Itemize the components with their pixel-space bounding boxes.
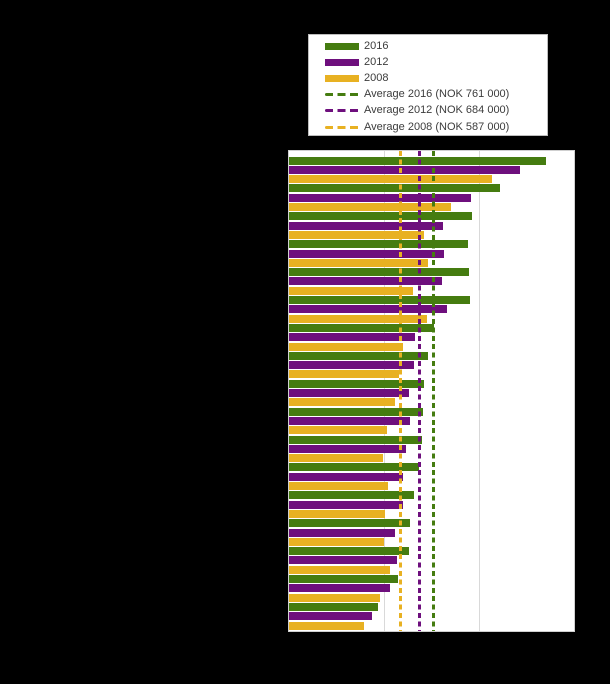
bar-row12-2008 bbox=[289, 482, 389, 490]
bar-row7-2008 bbox=[289, 342, 404, 351]
average-line-avg-2012 bbox=[417, 151, 421, 631]
average-line-avg-2016 bbox=[432, 151, 436, 631]
bar-row13-2012 bbox=[289, 500, 404, 509]
bar-row4-2008 bbox=[289, 258, 428, 267]
bar-row16-2012 bbox=[289, 584, 390, 593]
bar-row6-2016 bbox=[289, 296, 470, 304]
bar-row8-2008 bbox=[289, 370, 400, 379]
bar-row13-2016 bbox=[289, 491, 415, 500]
bar-row17-2016 bbox=[289, 602, 378, 611]
bar-row5-2008 bbox=[289, 286, 413, 295]
bar-row3-2008 bbox=[289, 230, 424, 239]
bar-row14-2008 bbox=[289, 537, 385, 546]
legend-item-avg-2012[interactable]: Average 2012 (NOK 684 000) bbox=[325, 103, 547, 119]
bar-row1-2012 bbox=[289, 165, 520, 174]
bar-row7-2016 bbox=[289, 323, 435, 332]
legend-label: Average 2016 (NOK 761 000) bbox=[364, 88, 510, 101]
series-swatch-icon bbox=[325, 42, 359, 50]
dashed-line-swatch-icon bbox=[325, 93, 359, 97]
legend-item-avg-2016[interactable]: Average 2016 (NOK 761 000) bbox=[325, 87, 547, 103]
bar-row1-2016 bbox=[289, 156, 546, 165]
bar-row2-2012 bbox=[289, 193, 471, 202]
legend-label: 2008 bbox=[364, 71, 389, 84]
bar-row15-2008 bbox=[289, 565, 390, 574]
bar-row9-2012 bbox=[289, 389, 410, 397]
dashed-line-swatch-icon bbox=[325, 109, 359, 113]
plot-inner bbox=[289, 151, 574, 631]
bar-row9-2008 bbox=[289, 398, 395, 407]
bar-row11-2016 bbox=[289, 435, 422, 444]
average-line-avg-2008 bbox=[399, 151, 402, 631]
bar-row2-2008 bbox=[289, 203, 452, 211]
bar-row17-2012 bbox=[289, 612, 372, 621]
bar-row6-2012 bbox=[289, 305, 447, 314]
bar-row10-2008 bbox=[289, 426, 388, 435]
bar-row8-2016 bbox=[289, 351, 429, 360]
bar-row4-2012 bbox=[289, 249, 444, 258]
bar-row14-2012 bbox=[289, 528, 395, 537]
dashed-line-swatch-icon bbox=[325, 125, 359, 129]
bar-row15-2012 bbox=[289, 556, 398, 565]
bar-row14-2016 bbox=[289, 519, 410, 528]
series-swatch-icon bbox=[325, 58, 359, 66]
bar-row16-2008 bbox=[289, 593, 381, 602]
legend: 2016 2012 2008 Average 2016 (NOK 761 000) Av… bbox=[308, 34, 548, 136]
bar-row3-2016 bbox=[289, 212, 472, 221]
bar-row8-2012 bbox=[289, 361, 415, 370]
bar-row5-2012 bbox=[289, 277, 442, 286]
series-swatch-icon bbox=[325, 74, 359, 82]
bar-row11-2012 bbox=[289, 444, 407, 453]
legend-label: Average 2012 (NOK 684 000) bbox=[364, 104, 510, 117]
plot-area bbox=[288, 150, 575, 632]
bar-row6-2008 bbox=[289, 314, 428, 323]
legend-item-2008[interactable]: 2008 bbox=[325, 70, 547, 86]
legend-label: 2012 bbox=[364, 55, 389, 68]
bar-row17-2008 bbox=[289, 621, 365, 630]
bar-row4-2016 bbox=[289, 240, 469, 249]
legend-item-avg-2008[interactable]: Average 2008 (NOK 587 000) bbox=[325, 119, 547, 135]
bar-row15-2016 bbox=[289, 547, 410, 556]
bar-row9-2016 bbox=[289, 379, 424, 388]
bar-row10-2016 bbox=[289, 407, 423, 416]
bar-row2-2016 bbox=[289, 184, 501, 193]
bar-row12-2016 bbox=[289, 463, 420, 472]
bar-row5-2016 bbox=[289, 268, 469, 277]
bar-row10-2012 bbox=[289, 416, 411, 425]
legend-label: 2016 bbox=[364, 39, 389, 52]
bar-row1-2008 bbox=[289, 175, 493, 184]
legend-rows: 2016 2012 2008 Average 2016 (NOK 761 000) Av… bbox=[325, 38, 547, 135]
bar-row16-2016 bbox=[289, 575, 399, 583]
bar-row7-2012 bbox=[289, 333, 415, 342]
legend-item-2012[interactable]: 2012 bbox=[325, 54, 547, 70]
bar-row11-2008 bbox=[289, 454, 384, 463]
bar-row12-2012 bbox=[289, 472, 404, 481]
bar-row13-2008 bbox=[289, 509, 386, 518]
bar-row3-2012 bbox=[289, 221, 443, 230]
legend-label: Average 2008 (NOK 587 000) bbox=[364, 120, 510, 133]
gridline-1000000 bbox=[479, 151, 480, 631]
legend-item-2016[interactable]: 2016 bbox=[325, 38, 547, 54]
